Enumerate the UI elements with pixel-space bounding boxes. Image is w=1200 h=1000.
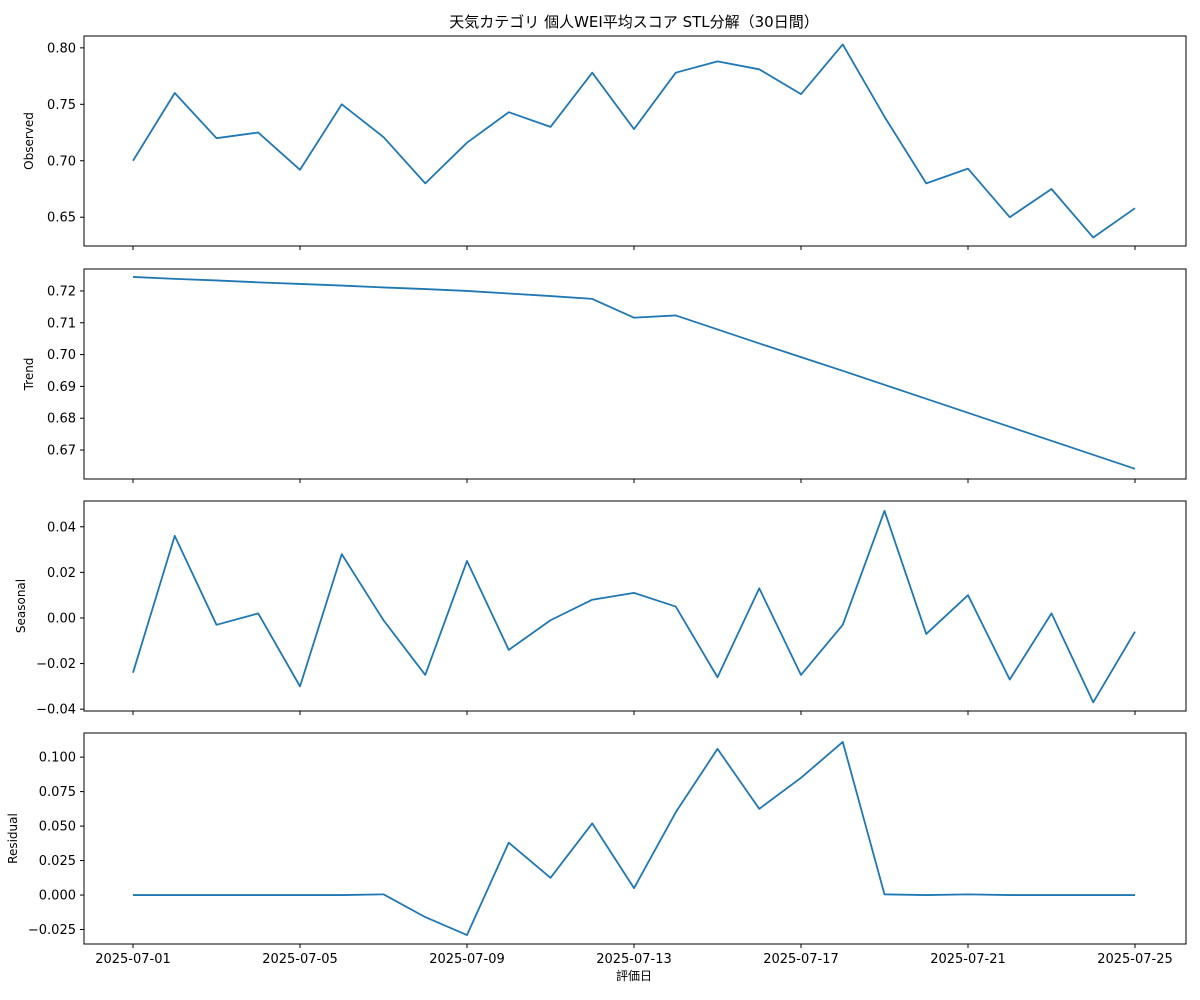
xtick-label: 2025-07-13 — [596, 952, 672, 967]
residual-ytick-label: 0.050 — [39, 820, 76, 835]
trend-ytick-label: 0.72 — [47, 284, 76, 299]
observed-series-line — [132, 43, 1136, 239]
residual-ytick-label: 0.075 — [39, 785, 76, 800]
chart-title: 天気カテゴリ 個人WEI平均スコア STL分解（30日間） — [449, 13, 818, 31]
trend-series-line — [132, 276, 1136, 470]
xtick-label: 2025-07-01 — [95, 952, 171, 967]
seasonal-ytick-label: 0.04 — [47, 520, 76, 535]
observed-panel-frame — [83, 35, 1187, 247]
trend-ytick-label: 0.67 — [47, 444, 76, 459]
x-axis-label: 評価日 — [616, 968, 652, 983]
observed-ytick-label: 0.65 — [47, 211, 76, 226]
residual-ytick-label: 0.100 — [39, 751, 76, 766]
xtick-label: 2025-07-09 — [429, 952, 505, 967]
seasonal-ytick-label: 0.00 — [47, 611, 76, 626]
seasonal-ytick-label: −0.04 — [36, 703, 76, 718]
seasonal-ytick-label: 0.02 — [47, 566, 76, 581]
seasonal-panel-frame — [83, 500, 1187, 712]
residual-ytick-label: 0.025 — [39, 854, 76, 869]
trend-ytick-label: 0.68 — [47, 412, 76, 427]
xtick-label: 2025-07-21 — [930, 952, 1006, 967]
xtick-label: 2025-07-17 — [763, 952, 839, 967]
residual-ylabel: Residual — [6, 813, 20, 864]
residual-ytick-label: −0.025 — [28, 923, 76, 938]
trend-ytick-label: 0.69 — [47, 380, 76, 395]
observed-ylabel: Observed — [22, 112, 36, 170]
trend-ytick-label: 0.71 — [47, 316, 76, 331]
residual-series-line — [133, 741, 1135, 936]
observed-ytick-label: 0.70 — [47, 154, 76, 169]
trend-ylabel: Trend — [22, 358, 36, 392]
observed-ytick-label: 0.80 — [47, 41, 76, 56]
trend-ytick-label: 0.70 — [47, 348, 76, 363]
observed-ytick-label: 0.75 — [47, 98, 76, 113]
seasonal-series-line — [132, 509, 1136, 704]
seasonal-ylabel: Seasonal — [14, 579, 28, 633]
trend-panel-frame — [83, 268, 1187, 480]
xtick-label: 2025-07-05 — [262, 952, 338, 967]
xtick-label: 2025-07-25 — [1097, 952, 1173, 967]
seasonal-ytick-label: −0.02 — [36, 657, 76, 672]
residual-ytick-label: 0.000 — [39, 889, 76, 904]
residual-panel-frame — [83, 732, 1187, 945]
